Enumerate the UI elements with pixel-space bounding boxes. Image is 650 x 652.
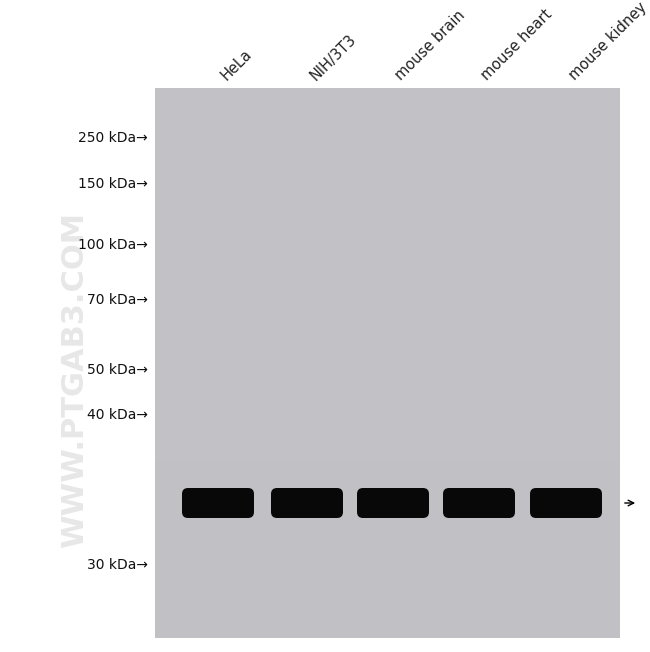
Text: 40 kDa→: 40 kDa→	[87, 408, 148, 422]
Text: 70 kDa→: 70 kDa→	[87, 293, 148, 307]
FancyBboxPatch shape	[357, 488, 429, 518]
Text: 100 kDa→: 100 kDa→	[78, 238, 148, 252]
Text: mouse heart: mouse heart	[479, 7, 556, 83]
FancyBboxPatch shape	[443, 488, 515, 518]
Text: NIH/3T3: NIH/3T3	[307, 31, 359, 83]
Text: WWW.PTGAB3.COM: WWW.PTGAB3.COM	[60, 212, 90, 548]
FancyBboxPatch shape	[271, 488, 343, 518]
Bar	[155, 88, 620, 638]
Text: 30 kDa→: 30 kDa→	[87, 558, 148, 572]
Text: 250 kDa→: 250 kDa→	[78, 131, 148, 145]
Text: mouse kidney: mouse kidney	[566, 0, 649, 83]
FancyBboxPatch shape	[182, 488, 254, 518]
Text: 150 kDa→: 150 kDa→	[78, 177, 148, 191]
Text: mouse brain: mouse brain	[393, 8, 469, 83]
Text: 50 kDa→: 50 kDa→	[87, 363, 148, 377]
Text: HeLa: HeLa	[218, 46, 255, 83]
FancyBboxPatch shape	[530, 488, 602, 518]
